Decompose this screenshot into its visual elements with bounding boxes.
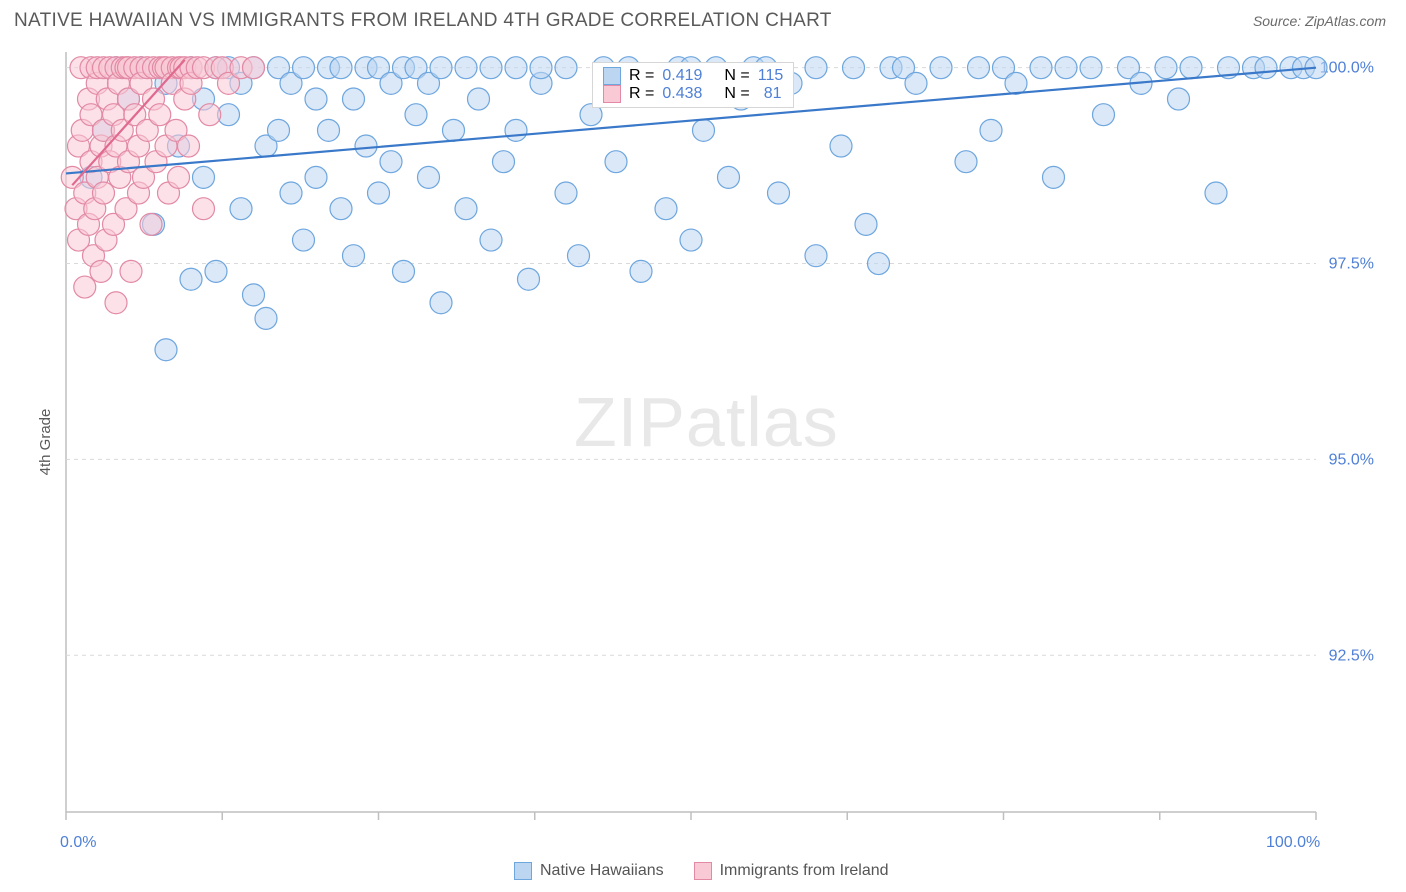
stats-row-blue: R = 0.419 N = 115 [603, 67, 783, 85]
svg-text:100.0%: 100.0% [1320, 60, 1374, 77]
n-value: 115 [758, 67, 784, 85]
n-value: 81 [758, 85, 782, 103]
r-value: 0.419 [662, 67, 702, 85]
svg-text:92.5%: 92.5% [1329, 647, 1374, 664]
y-axis-label: 4th Grade [37, 409, 54, 476]
legend-item-pink: Immigrants from Ireland [694, 862, 889, 880]
svg-text:95.0%: 95.0% [1329, 451, 1374, 468]
blue-swatch-icon [514, 862, 532, 880]
svg-text:97.5%: 97.5% [1329, 256, 1374, 273]
legend-label: Immigrants from Ireland [720, 862, 889, 880]
legend-item-blue: Native Hawaiians [514, 862, 664, 880]
r-value: 0.438 [662, 85, 702, 103]
r-label: R = [629, 85, 654, 103]
n-label: N = [724, 85, 749, 103]
n-label: N = [724, 67, 749, 85]
x-axis-left-label: 0.0% [60, 834, 96, 852]
blue-swatch-icon [603, 67, 621, 85]
legend-bottom: Native Hawaiians Immigrants from Ireland [514, 862, 889, 880]
pink-swatch-icon [603, 85, 621, 103]
pink-swatch-icon [694, 862, 712, 880]
scatter-plot: 92.5% 95.0% 97.5% 100.0% [14, 42, 1392, 842]
x-axis-right-label: 100.0% [1266, 834, 1320, 852]
chart-container: 4th Grade 92.5%95.0%97.5%100.0% ZIPatlas… [14, 42, 1392, 842]
source-attribution: Source: ZipAtlas.com [1253, 13, 1386, 29]
r-label: R = [629, 67, 654, 85]
chart-title: NATIVE HAWAIIAN VS IMMIGRANTS FROM IRELA… [14, 10, 832, 32]
stats-legend-box: R = 0.419 N = 115 R = 0.438 N = 81 [592, 62, 794, 108]
stats-row-pink: R = 0.438 N = 81 [603, 85, 783, 103]
legend-label: Native Hawaiians [540, 862, 664, 880]
